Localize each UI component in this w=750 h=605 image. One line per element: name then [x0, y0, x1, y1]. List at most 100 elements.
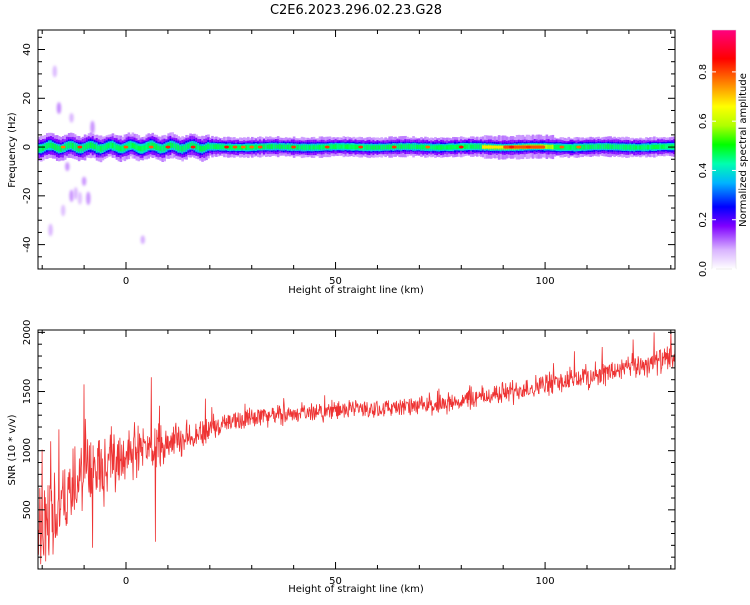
heatmap-cell	[139, 146, 143, 152]
heatmap-cell	[663, 144, 666, 150]
heatmap-cell	[356, 145, 360, 150]
heatmap-cell	[129, 142, 133, 149]
heatmap-cell	[151, 142, 155, 149]
heatmap-cell	[300, 145, 304, 150]
colorbar-label: Normalized spectral amplitude	[738, 73, 749, 227]
heatmap-cell	[97, 145, 101, 152]
heatmap-cell	[432, 145, 435, 150]
heatmap-cell	[362, 145, 366, 150]
colorbar-ticks: 0.0 0.2 0.4 0.6 0.8	[698, 29, 737, 277]
heatmap-x-tick-label: 0	[123, 276, 129, 287]
heatmap-blob	[90, 120, 95, 135]
heatmap-hot-spot	[240, 145, 246, 149]
heatmap-cell	[438, 145, 441, 150]
heatmap-hot-spot	[291, 145, 297, 149]
heatmap-cell	[101, 145, 105, 152]
heatmap-hot-spot	[257, 145, 263, 149]
heatmap-cell	[563, 145, 567, 150]
heatmap-hot-spot	[249, 145, 255, 149]
heatmap-cell	[645, 145, 648, 150]
snr-xlabel: Height of straight line (km)	[288, 584, 424, 595]
heatmap-hot-spot	[60, 145, 66, 149]
heatmap-blob	[77, 191, 83, 205]
heatmap-cell	[454, 144, 457, 150]
heatmap-cell	[390, 144, 393, 150]
heatmap-blob	[86, 191, 91, 205]
heatmap-cell	[430, 145, 433, 150]
heatmap-cell	[159, 146, 163, 152]
heatmap-cell	[288, 144, 292, 150]
heatmap-blob	[81, 176, 87, 186]
heatmap-blob	[69, 189, 74, 202]
heatmap-cell	[171, 142, 174, 148]
heatmap-layer	[38, 65, 675, 245]
heatmap-cell	[623, 144, 626, 150]
heatmap-cell	[57, 145, 61, 152]
heatmap-cell	[77, 145, 81, 152]
heatmap-y-tick-label: 0	[22, 144, 33, 150]
heatmap-cell	[147, 142, 151, 149]
heatmap-cell	[191, 142, 194, 149]
heatmap-cell	[199, 145, 202, 152]
heatmap-cell	[414, 144, 417, 149]
heatmap-y-tick-label: -40	[22, 236, 33, 252]
colorbar-tick-label: 0.6	[698, 113, 709, 129]
heatmap-cell	[452, 144, 455, 150]
heatmap-cell	[465, 144, 469, 149]
heatmap-cell	[161, 145, 165, 152]
heatmap-cell	[274, 144, 278, 149]
heatmap-peak-core	[503, 145, 546, 149]
heatmap-cell	[272, 144, 276, 149]
heatmap-cell	[571, 145, 575, 150]
heatmap-cell	[187, 143, 190, 149]
heatmap-cell	[209, 144, 212, 149]
heatmap-cell	[143, 145, 147, 151]
heatmap-cell	[631, 145, 634, 150]
heatmap-cell	[557, 144, 561, 150]
heatmap-cell	[412, 144, 415, 149]
heatmap-cell	[302, 145, 306, 150]
heatmap-cell	[442, 145, 445, 150]
heatmap-cell	[469, 144, 473, 149]
heatmap-cell	[382, 144, 385, 150]
heatmap-cell	[348, 144, 352, 150]
snr-y-tick-label: 1500	[22, 379, 33, 404]
heatmap-cell	[237, 145, 240, 150]
colorbar-tick-label: 0.4	[698, 162, 709, 178]
heatmap-cell	[195, 144, 198, 150]
heatmap-cell	[266, 144, 270, 149]
heatmap-cell	[284, 144, 288, 150]
heatmap-cell	[163, 145, 166, 152]
heatmap-cell	[400, 144, 403, 149]
heatmap-cell	[338, 144, 342, 149]
heatmap-cell	[270, 144, 274, 149]
colorbar: 0.0 0.2 0.4 0.6 0.8 Normalized spectral ampl…	[698, 29, 749, 277]
heatmap-cell	[641, 145, 644, 150]
heatmap-frame	[37, 29, 676, 270]
heatmap-cell	[179, 146, 182, 152]
heatmap-hot-spot	[77, 145, 83, 149]
heatmap-cell	[298, 145, 302, 150]
heatmap-cell	[418, 144, 421, 149]
heatmap-cell	[280, 144, 284, 149]
heatmap-hot-spot	[525, 145, 531, 149]
snr-frame	[37, 329, 676, 570]
heatmap-cell	[268, 144, 272, 149]
heatmap-cell	[380, 145, 383, 150]
heatmap-cell	[396, 144, 399, 149]
heatmap-cell	[601, 144, 604, 149]
heatmap-cell	[591, 144, 594, 149]
heatmap-cell	[135, 144, 139, 150]
heatmap-cell	[211, 144, 214, 149]
heatmap-cell	[625, 144, 628, 150]
heatmap-cell	[378, 145, 381, 150]
heatmap-cell	[183, 145, 186, 152]
heatmap-cell	[366, 145, 370, 150]
heatmap-hot-spot	[559, 145, 565, 149]
heatmap-cell	[79, 146, 83, 152]
heatmap-cell	[115, 144, 119, 151]
heatmap-blob	[48, 223, 53, 237]
heatmap-cell	[639, 145, 642, 150]
heatmap-cell	[629, 145, 632, 150]
heatmap-cell	[450, 144, 453, 150]
